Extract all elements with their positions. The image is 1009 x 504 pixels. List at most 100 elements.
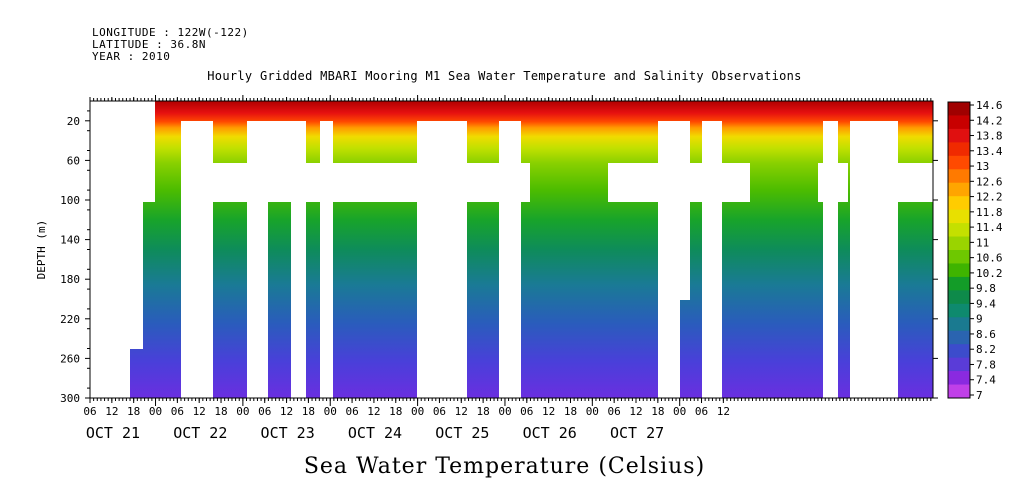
colorbar-swatch [948, 344, 970, 359]
colorbar-swatch [948, 196, 970, 211]
data-gap [320, 121, 333, 398]
colorbar-label: 14.6 [976, 99, 1003, 112]
colorbar-swatch [948, 330, 970, 345]
x-tick-label: 00 [236, 405, 249, 418]
y-tick-label: 140 [60, 234, 80, 247]
x-tick-label: 12 [367, 405, 380, 418]
colorbar-label: 9.4 [976, 297, 996, 310]
x-day-label: OCT 26 [523, 424, 577, 442]
colorbar-swatch [948, 276, 970, 291]
x-tick-label: 00 [411, 405, 424, 418]
y-tick-label: 20 [67, 115, 80, 128]
colorbar-label: 10.2 [976, 267, 1003, 280]
colorbar-variable-label: Sea Water Temperature (Celsius) [303, 454, 706, 479]
colorbar-swatch [948, 371, 970, 386]
longitude-text: LONGITUDE : 122W(-122) [92, 26, 249, 39]
x-tick-label: 06 [520, 405, 533, 418]
y-tick-label: 260 [60, 352, 80, 365]
colorbar-label: 12.6 [976, 175, 1003, 188]
colorbar-label: 12.2 [976, 191, 1003, 204]
data-gap [823, 121, 838, 398]
data-gap [306, 163, 320, 202]
x-day-label: OCT 21 [86, 424, 140, 442]
y-tick-label: 300 [60, 392, 80, 405]
colorbar-label: 7.4 [976, 374, 996, 387]
data-gap [467, 163, 530, 202]
data-gap [333, 163, 420, 202]
y-tick-label: 220 [60, 313, 80, 326]
colorbar-swatch [948, 142, 970, 157]
x-tick-label: 18 [651, 405, 664, 418]
x-tick-label: 12 [542, 405, 555, 418]
x-tick-label: 12 [105, 405, 118, 418]
colorbar-label: 10.6 [976, 252, 1003, 265]
colorbar-label: 11.8 [976, 206, 1003, 219]
x-tick-label: 00 [149, 405, 162, 418]
colorbar-frame [947, 101, 971, 399]
x-tick-label: 12 [280, 405, 293, 418]
colorbar-label: 11.4 [976, 221, 1003, 234]
x-tick-label: 06 [83, 405, 96, 418]
x-tick-label: 00 [673, 405, 686, 418]
data-gap [143, 101, 155, 202]
colorbar-swatch [948, 128, 970, 143]
x-tick-label: 00 [586, 405, 599, 418]
x-tick-label: 12 [629, 405, 642, 418]
colorbar-swatch [948, 155, 970, 170]
x-tick-label: 06 [171, 405, 184, 418]
data-gap [247, 121, 268, 398]
x-tick-label: 06 [608, 405, 621, 418]
data-gap [213, 163, 247, 202]
colorbar-label: 7 [976, 389, 983, 402]
x-day-label: OCT 22 [173, 424, 227, 442]
x-tick-label: 00 [498, 405, 511, 418]
x-tick-label: 18 [389, 405, 402, 418]
colorbar-label: 13.4 [976, 145, 1003, 158]
colorbar-swatch [948, 223, 970, 238]
data-gap [898, 163, 933, 202]
colorbar-swatch [948, 182, 970, 197]
colorbar-label: 9 [976, 313, 983, 326]
data-gap [90, 101, 130, 398]
data-gap [818, 163, 848, 202]
colorbar-swatch [948, 303, 970, 318]
data-gap [499, 121, 521, 398]
x-tick-label: 18 [476, 405, 489, 418]
x-day-label: OCT 24 [348, 424, 402, 442]
x-tick-label: 18 [214, 405, 227, 418]
data-gap [702, 121, 722, 398]
x-tick-label: 18 [127, 405, 140, 418]
x-tick-label: 12 [455, 405, 468, 418]
x-day-label: OCT 23 [261, 424, 315, 442]
colorbar-label: 8.6 [976, 328, 996, 341]
colorbar-label: 7.8 [976, 358, 996, 371]
colorbar-swatch [948, 209, 970, 224]
y-tick-label: 60 [67, 154, 80, 167]
colorbar-swatch [948, 169, 970, 184]
year-text: YEAR : 2010 [92, 50, 171, 63]
colorbar-label: 14.2 [976, 114, 1003, 127]
colorbar-label: 13 [976, 160, 989, 173]
data-gap [181, 121, 213, 398]
y-axis-label: DEPTH (m) [35, 220, 48, 280]
colorbar-swatch [948, 317, 970, 332]
data-gap [850, 121, 898, 398]
x-tick-label: 00 [324, 405, 337, 418]
x-tick-label: 12 [193, 405, 206, 418]
x-tick-label: 18 [564, 405, 577, 418]
x-tick-label: 06 [433, 405, 446, 418]
colorbar-swatch [948, 384, 970, 399]
colorbar-swatch [948, 263, 970, 278]
colorbar-label: 13.8 [976, 130, 1003, 143]
y-tick-label: 100 [60, 194, 80, 207]
colorbar-swatch [948, 250, 970, 264]
data-gap [417, 121, 467, 398]
latitude-text: LATITUDE : 36.8N [92, 38, 206, 51]
x-tick-label: 06 [345, 405, 358, 418]
colorbar-label: 9.8 [976, 282, 996, 295]
data-gap [291, 121, 306, 398]
data-gap [608, 163, 750, 202]
data-gap [268, 121, 291, 202]
data-gap [130, 101, 143, 349]
